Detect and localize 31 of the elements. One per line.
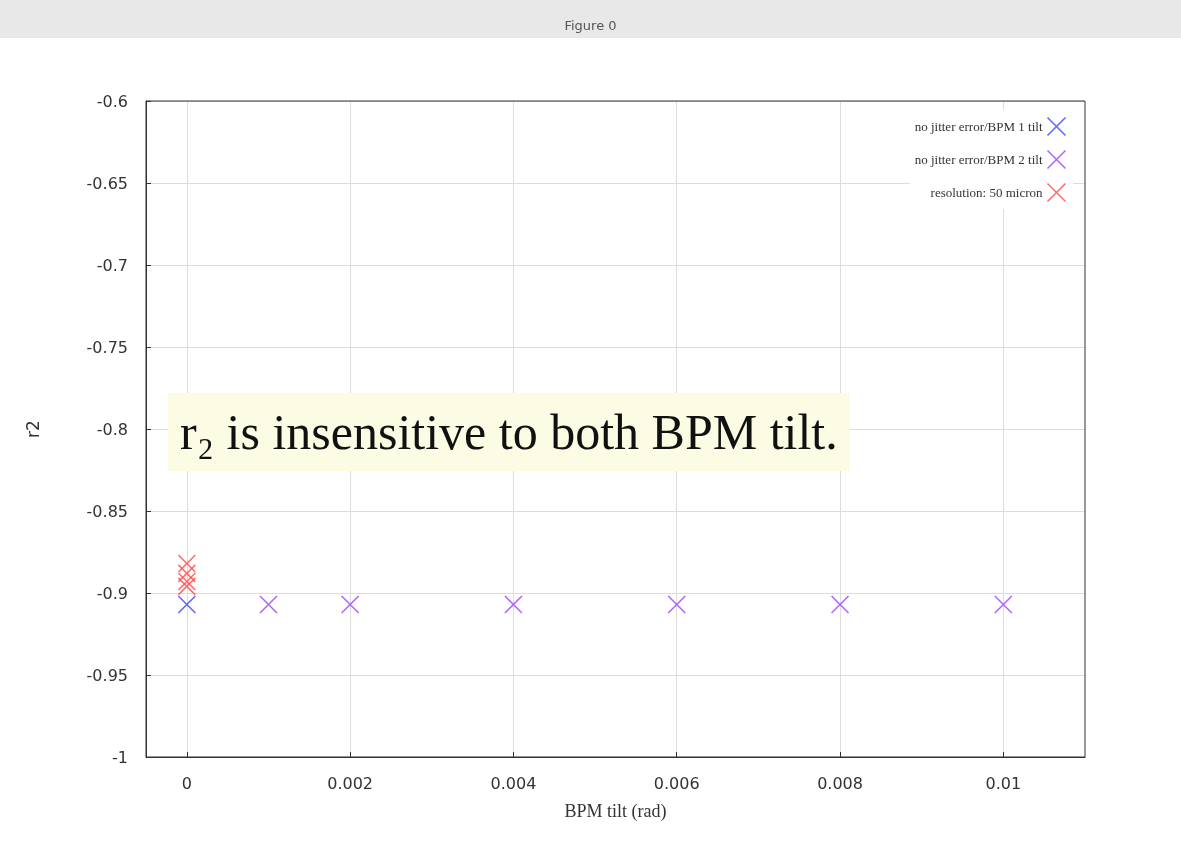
x-tick-label: 0.01 bbox=[985, 773, 1022, 793]
x-axis-title: BPM tilt (rad) bbox=[564, 801, 667, 822]
x-tick-label: 0.002 bbox=[327, 773, 374, 793]
y-tick-label: -0.8 bbox=[96, 419, 128, 439]
x-tick-label: 0 bbox=[181, 773, 192, 793]
y-tick-label: -0.65 bbox=[86, 173, 128, 193]
point bbox=[177, 577, 197, 596]
point bbox=[259, 595, 278, 614]
point bbox=[994, 595, 1013, 614]
point bbox=[667, 595, 687, 614]
annotation: r₂ is insensitive to both BPM tilt. bbox=[180, 404, 838, 460]
y-tick-label: -0.85 bbox=[86, 501, 128, 521]
point bbox=[340, 595, 360, 614]
y-tick-label: -0.9 bbox=[96, 583, 128, 603]
point bbox=[177, 595, 197, 614]
legend-label: resolution: 50 micron bbox=[930, 185, 1043, 200]
y-tick-label: -0.95 bbox=[86, 665, 128, 685]
y-tick-label: -1 bbox=[112, 747, 128, 767]
legend-label: no jitter error/BPM 2 tilt bbox=[914, 152, 1043, 167]
y-tick-label: -0.6 bbox=[96, 91, 128, 111]
y-tick-label: -0.7 bbox=[96, 255, 128, 275]
x-tick-label: 0.008 bbox=[817, 773, 863, 793]
chart-title: Figure 0 bbox=[564, 18, 617, 33]
y-tick-label: -0.75 bbox=[86, 337, 128, 357]
x-tick-label: 0.006 bbox=[653, 773, 700, 793]
point bbox=[504, 595, 523, 614]
x-tick-label: 0.004 bbox=[490, 773, 537, 793]
point bbox=[177, 564, 197, 583]
legend-label: no jitter error/BPM 1 tilt bbox=[914, 119, 1043, 134]
point bbox=[830, 595, 850, 614]
y-axis-title: r2 bbox=[22, 420, 43, 438]
